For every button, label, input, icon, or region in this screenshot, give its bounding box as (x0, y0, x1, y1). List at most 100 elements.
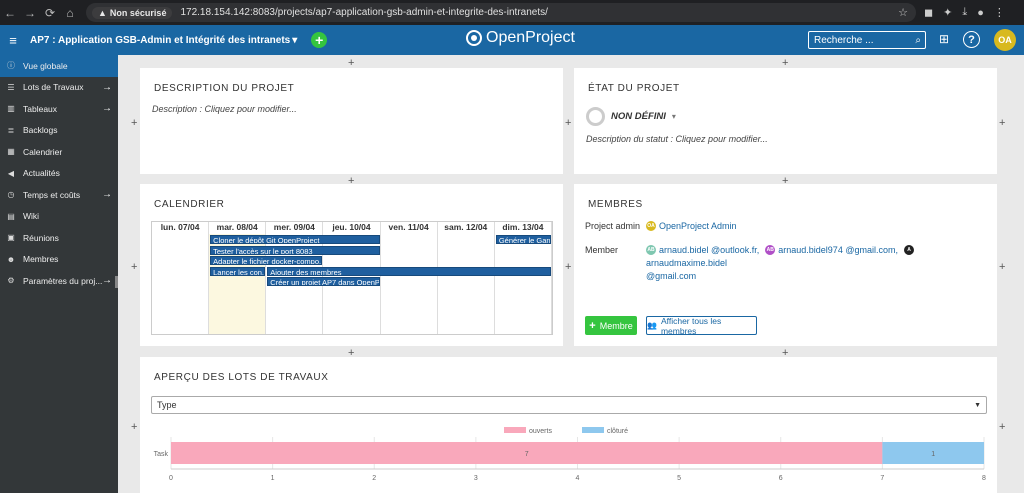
add-widget-row-2-left[interactable]: + (348, 175, 355, 187)
back-icon[interactable]: ← (4, 5, 16, 20)
sidebar-item-board[interactable]: ▥ Tableaux → (0, 98, 118, 120)
widget-title: CALENDRIER (154, 199, 225, 210)
clock-icon: ◷ (7, 190, 15, 200)
url-text: 172.18.154.142:8083/projects/ap7-applica… (180, 7, 548, 18)
openproject-logo[interactable]: OpenProject (466, 29, 575, 47)
search-input[interactable]: Recherche ... ⌕ (808, 31, 926, 49)
main-content: + + + + + + + + + + + + + + DESCRIPTION … (118, 55, 1024, 493)
home-icon[interactable]: ⌂ (66, 5, 74, 20)
x-tick-label: 1 (271, 475, 275, 482)
reload-icon[interactable]: ⟳ (44, 5, 56, 20)
add-widget-top-left[interactable]: + (348, 57, 355, 69)
add-widget-row-3-right[interactable]: + (782, 347, 789, 359)
member-link-continued[interactable]: @gmail.com (646, 271, 697, 281)
app-header: ≡ AP7 : Application GSB-Admin et Intégri… (0, 25, 1024, 55)
sidebar-item-megaphone[interactable]: ◀ Actualités (0, 163, 118, 185)
x-tick-label: 2 (372, 475, 376, 482)
add-widget-row-3-left[interactable]: + (348, 347, 355, 359)
project-selector[interactable]: AP7 : Application GSB-Admin et Intégrité… (30, 34, 298, 46)
x-tick-label: 4 (576, 475, 580, 482)
sidebar-item-list[interactable]: ☰ Lots de Travaux → (0, 77, 118, 99)
x-tick-label: 7 (880, 475, 884, 482)
add-widget-left-3[interactable]: + (131, 421, 138, 433)
sidebar-item-label: Membres (23, 254, 59, 265)
calendar-event[interactable]: Cloner le dépôt Git OpenProject (210, 235, 380, 244)
hamburger-menu-icon[interactable]: ≡ (9, 32, 17, 48)
sidebar-item-clock[interactable]: ◷ Temps et coûts → (0, 184, 118, 206)
profile-icon[interactable]: ● (977, 6, 984, 19)
member-link[interactable]: arnaud.bidel @outlook.fr, (659, 245, 760, 255)
add-widget-right-2[interactable]: + (999, 261, 1006, 273)
add-widget-top-right[interactable]: + (782, 57, 789, 69)
add-widget-left-2[interactable]: + (131, 261, 138, 273)
arrow-right-icon[interactable]: → (102, 275, 112, 287)
add-widget-middle-2[interactable]: + (565, 261, 572, 273)
address-bar[interactable]: ▲ Non sécurisé 172.18.154.142:8083/projec… (86, 3, 916, 22)
group-by-select[interactable]: Type ▼ (151, 396, 987, 414)
bookmark-star-icon[interactable]: ☆ (898, 7, 908, 19)
calendar-event[interactable]: Ajouter des membres (267, 266, 551, 276)
calendar-event[interactable]: Générer le Gantt (495, 235, 551, 244)
sidebar-item-info[interactable]: ⓘ Vue globale (0, 55, 118, 77)
calendar-event[interactable]: Tester l'accès sur le port 8083 (210, 245, 380, 255)
arrow-right-icon[interactable]: → (102, 81, 112, 93)
calendar-event[interactable]: Lancer les con... (210, 266, 266, 276)
member-link[interactable]: arnaudmaxime.bidel (646, 258, 728, 268)
user-avatar[interactable]: OA (994, 29, 1016, 51)
help-icon[interactable]: ? (963, 31, 980, 48)
legend-label[interactable]: clôturé (607, 428, 628, 435)
sidebar-scrollbar[interactable] (115, 276, 118, 288)
widget-title: ÉTAT DU PROJET (588, 83, 680, 94)
legend-label[interactable]: ouverts (529, 428, 552, 435)
puzzle-icon[interactable]: ✦ (943, 7, 953, 19)
status-description[interactable]: Description du statut : Cliquez pour mod… (586, 134, 768, 144)
calendar-day-cell[interactable] (323, 234, 381, 334)
bar-data-label: 1 (931, 451, 935, 458)
calendar-day-header: dim. 13/04 (495, 222, 552, 234)
sidebar-item-settings[interactable]: ⚙ Paramètres du proj... → (0, 270, 118, 292)
bar-segment-clôturé[interactable] (882, 442, 984, 464)
legend-swatch[interactable] (504, 427, 526, 433)
meeting-icon: ▣ (7, 233, 15, 243)
sidebar-item-members[interactable]: ☻ Membres (0, 249, 118, 271)
calendar-day-header: sam. 12/04 (438, 222, 495, 234)
add-widget-middle-1[interactable]: + (565, 117, 572, 129)
status-selector[interactable]: NON DÉFINI ▾ (586, 107, 676, 126)
calendar-day-cell[interactable] (495, 234, 552, 334)
sidebar-item-meeting[interactable]: ▣ Réunions (0, 227, 118, 249)
sidebar-item-calendar[interactable]: ▦ Calendrier (0, 141, 118, 163)
calendar-day-cell[interactable] (152, 234, 210, 334)
security-badge[interactable]: ▲ Non sécurisé (92, 6, 173, 19)
forward-icon[interactable]: → (24, 5, 36, 20)
calendar-event[interactable]: Créer un projet AP7 dans OpenP... (267, 277, 380, 286)
calendar-day-cell[interactable] (381, 234, 438, 334)
calendar-day-cell[interactable] (438, 234, 495, 334)
admin-member[interactable]: OA OpenProject Admin (646, 221, 737, 232)
add-widget-left-1[interactable]: + (131, 117, 138, 129)
description-text[interactable]: Description : Cliquez pour modifier... (152, 104, 297, 114)
bar-segment-ouverts[interactable] (171, 442, 883, 464)
show-all-members-button[interactable]: 👥 Afficher tous les membres (646, 316, 757, 336)
sidebar-item-label: Actualités (23, 168, 60, 179)
menu-dots-icon[interactable]: ⋮ (993, 7, 1005, 19)
sidebar-item-wiki[interactable]: ▤ Wiki (0, 206, 118, 228)
project-description-widget: DESCRIPTION DU PROJET Description : Cliq… (140, 68, 563, 174)
x-tick-label: 5 (677, 475, 681, 482)
modules-grid-icon[interactable]: ⊞ (939, 32, 950, 46)
create-new-button[interactable]: + (311, 32, 328, 48)
add-widget-row-2-right[interactable]: + (782, 175, 789, 187)
download-icon[interactable]: ⤓ (962, 6, 968, 18)
add-member-button[interactable]: + Membre (585, 316, 637, 335)
calendar-day-header: lun. 07/04 (152, 222, 210, 234)
arrow-right-icon[interactable]: → (102, 189, 112, 201)
calendar-event[interactable]: Adapter le fichier docker-compo... (210, 256, 323, 265)
add-widget-right-3[interactable]: + (999, 421, 1006, 433)
sidebar-item-backlog[interactable]: ≣ Backlogs (0, 120, 118, 142)
legend-swatch[interactable] (582, 427, 604, 433)
member-link[interactable]: arnaud.bidel974 @gmail.com, (778, 245, 898, 255)
member-list: AB arnaud.bidel @outlook.fr, AB arnaud.bid… (646, 244, 986, 283)
widget-title: MEMBRES (588, 199, 643, 210)
arrow-right-icon[interactable]: → (102, 103, 112, 115)
extension-icon[interactable]: ◼ (924, 7, 934, 19)
add-widget-right-1[interactable]: + (999, 117, 1006, 129)
